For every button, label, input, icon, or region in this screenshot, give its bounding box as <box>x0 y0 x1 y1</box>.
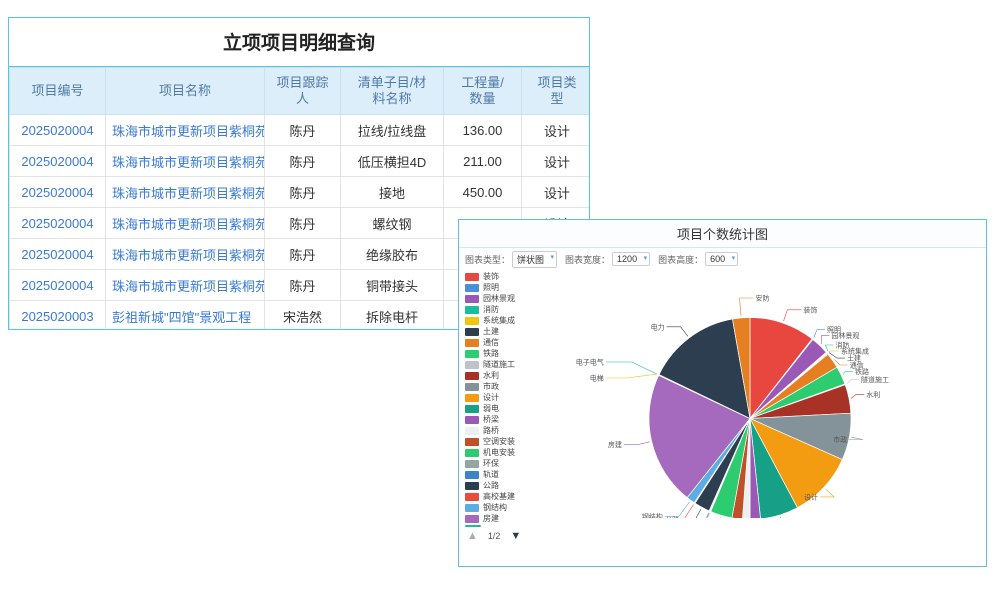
svg-text:园林景观: 园林景观 <box>831 331 859 340</box>
svg-text:房建: 房建 <box>608 440 622 449</box>
svg-text:土建: 土建 <box>847 354 861 363</box>
svg-text:电力: 电力 <box>651 322 665 331</box>
svg-text:安防: 安防 <box>756 294 770 303</box>
svg-text:市政: 市政 <box>833 435 847 444</box>
svg-text:通信: 通信 <box>850 361 864 370</box>
svg-text:铁路: 铁路 <box>855 367 869 376</box>
svg-text:电梯: 电梯 <box>590 374 604 383</box>
svg-text:电子电气: 电子电气 <box>576 358 604 367</box>
svg-text:水利: 水利 <box>866 390 880 399</box>
svg-text:装饰: 装饰 <box>803 305 817 314</box>
svg-text:设计: 设计 <box>804 492 818 501</box>
svg-text:隧道施工: 隧道施工 <box>861 375 889 384</box>
svg-text:钢结构: 钢结构 <box>642 512 663 518</box>
svg-text:系统集成: 系统集成 <box>841 347 869 356</box>
